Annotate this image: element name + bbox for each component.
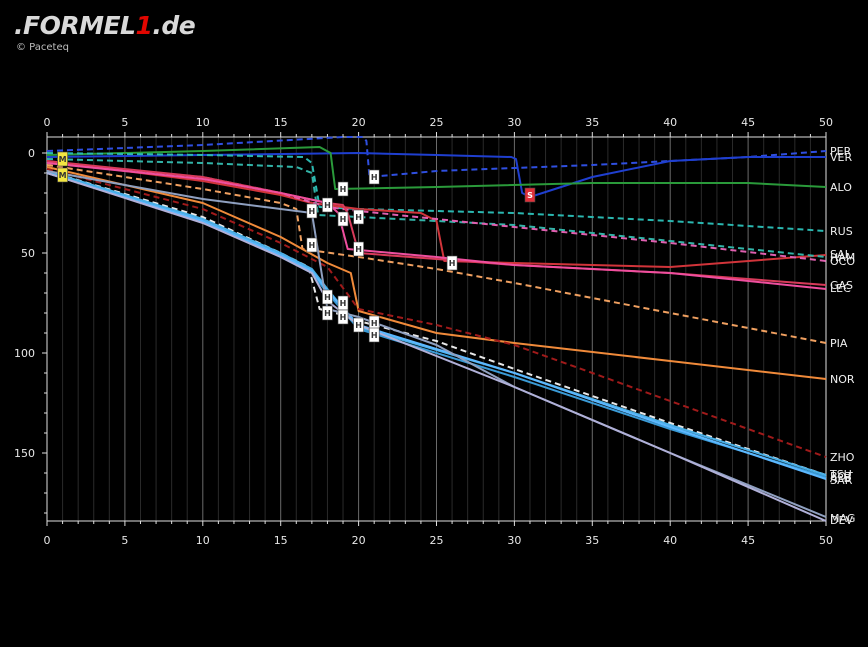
tyre-marker-label: H xyxy=(371,173,378,182)
series-line-rus xyxy=(46,152,827,232)
driver-label-lec: LEC xyxy=(830,282,851,295)
series-line-gas xyxy=(46,162,827,290)
tyre-marker-label: H xyxy=(340,299,347,308)
tyre-marker-label: H xyxy=(324,309,331,318)
tyre-marker xyxy=(57,151,68,167)
tyre-marker-label: H xyxy=(340,215,347,224)
tyre-marker xyxy=(524,187,536,203)
x-tick-label-top: 50 xyxy=(819,116,833,129)
tyre-marker xyxy=(353,209,364,225)
y-tick-label: 50 xyxy=(21,247,35,260)
tyre-marker xyxy=(353,241,364,257)
logo-one: 1 xyxy=(135,11,153,40)
tyre-marker xyxy=(446,255,458,271)
y-tick-label: 150 xyxy=(14,447,35,460)
tyre-marker-label: H xyxy=(309,207,316,216)
brand-header: .FORMEL1.de © Paceteq xyxy=(14,11,196,54)
y-tick-label: 0 xyxy=(28,147,35,160)
series-line-pia xyxy=(46,164,827,344)
x-tick-label-bottom: 5 xyxy=(121,534,128,547)
tyre-marker-label: H xyxy=(355,213,362,222)
tyre-marker xyxy=(337,309,349,325)
x-tick-label-top: 45 xyxy=(741,116,755,129)
logo-suffix: .de xyxy=(152,11,196,40)
x-tick-label-bottom: 10 xyxy=(196,534,210,547)
tyre-marker-label: H xyxy=(324,293,331,302)
driver-label-ham: HAM xyxy=(830,251,855,264)
series-line-sai xyxy=(46,160,827,268)
tyre-marker-label: H xyxy=(340,313,347,322)
credit-text: © Paceteq xyxy=(16,42,69,53)
site-logo: .FORMEL1.de xyxy=(14,11,196,40)
driver-label-alo: ALO xyxy=(830,181,852,194)
x-tick-label-bottom: 45 xyxy=(741,534,755,547)
x-tick-label-top: 35 xyxy=(585,116,599,129)
x-tick-label-bottom: 20 xyxy=(352,534,366,547)
tyre-marker xyxy=(306,237,318,253)
series-line-alo xyxy=(46,146,827,190)
x-tick-label-bottom: 0 xyxy=(44,534,51,547)
tyre-marker-label: H xyxy=(309,241,316,250)
tyre-marker xyxy=(322,305,333,321)
driver-label-ver: VER xyxy=(830,151,852,164)
x-tick-label-bottom: 15 xyxy=(274,534,288,547)
x-tick-label-bottom: 25 xyxy=(430,534,444,547)
tyre-marker-label: H xyxy=(449,259,456,268)
tyre-marker xyxy=(322,197,333,213)
x-tick-label-top: 15 xyxy=(274,116,288,129)
tyre-marker xyxy=(337,181,349,197)
tyre-marker-label: H xyxy=(355,245,362,254)
tyre-marker xyxy=(368,327,380,343)
y-tick-label: 100 xyxy=(14,347,35,360)
x-tick-label-bottom: 30 xyxy=(507,534,521,547)
x-tick-label-bottom: 35 xyxy=(585,534,599,547)
driver-label-sar: SAR xyxy=(830,474,853,487)
x-tick-label-top: 0 xyxy=(44,116,51,129)
tyre-marker-label: H xyxy=(371,319,378,328)
tyre-marker-label: M xyxy=(59,171,67,180)
tyre-marker-label: H xyxy=(371,331,378,340)
driver-label-zho: ZHO xyxy=(830,451,855,464)
x-tick-label-top: 20 xyxy=(352,116,366,129)
tyre-marker xyxy=(57,167,68,183)
driver-label-alb: ALB xyxy=(830,472,851,485)
driver-label-gas: GAS xyxy=(830,279,853,292)
series-line-ver xyxy=(46,152,826,198)
tyre-marker-label: M xyxy=(59,155,67,164)
series-line-nor xyxy=(46,166,827,380)
tyre-marker xyxy=(368,169,380,185)
driver-label-rus: RUS xyxy=(830,225,853,238)
driver-label-nor: NOR xyxy=(830,373,855,386)
tyre-marker-label: H xyxy=(324,201,331,210)
tyre-marker xyxy=(322,289,333,305)
driver-label-per: PER xyxy=(830,145,852,158)
tyre-marker-label: H xyxy=(340,185,347,194)
x-tick-label-top: 10 xyxy=(196,116,210,129)
driver-label-oco: OCO xyxy=(830,255,855,268)
tyre-marker-label: S xyxy=(527,191,533,200)
x-tick-label-top: 25 xyxy=(430,116,444,129)
driver-label-mag: MAG xyxy=(830,512,855,525)
driver-label-bot: BOT xyxy=(830,470,853,483)
x-tick-label-bottom: 50 xyxy=(819,534,833,547)
x-tick-label-bottom: 40 xyxy=(663,534,677,547)
tyre-marker xyxy=(337,211,349,227)
tyre-marker xyxy=(353,317,364,333)
driver-label-pia: PIA xyxy=(830,337,848,350)
driver-label-sai: SAI xyxy=(830,248,848,261)
series-line-zho xyxy=(46,168,827,458)
x-tick-label-top: 30 xyxy=(507,116,521,129)
driver-label-dev: DEV xyxy=(830,514,853,527)
x-tick-label-top: 40 xyxy=(663,116,677,129)
logo-prefix: .FORMEL xyxy=(14,11,136,40)
tyre-marker xyxy=(306,203,318,219)
x-tick-label-top: 5 xyxy=(121,116,128,129)
tyre-marker-label: H xyxy=(355,321,362,330)
driver-label-tsu: TSU xyxy=(829,468,852,481)
series-line-bot xyxy=(46,170,827,476)
